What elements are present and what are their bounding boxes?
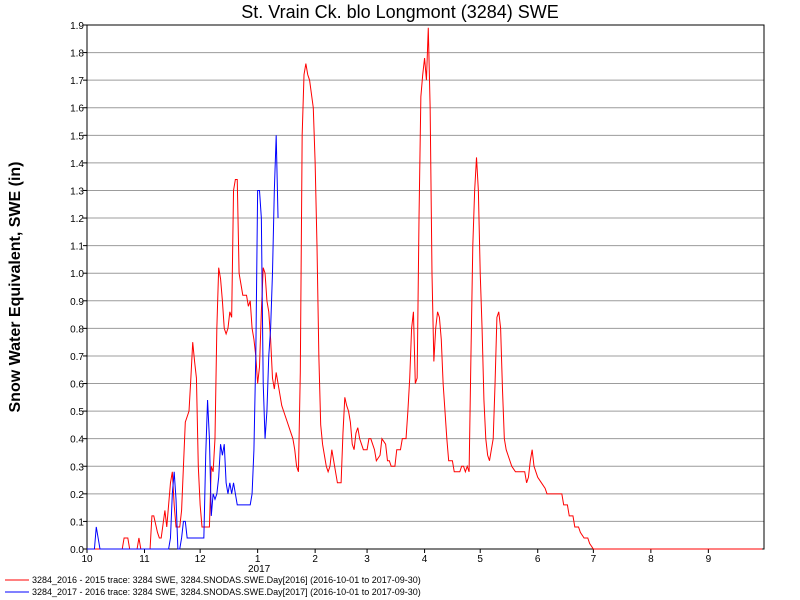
x-axis: 10 11 12 1 2 3 4 5 6 7 8 9 <box>81 549 712 565</box>
x-tick-label: 10 <box>81 554 93 565</box>
x-tick-label: 1 <box>255 554 261 565</box>
y-tick-label: 1.7 <box>70 76 84 87</box>
y-tick-label: 1.4 <box>70 159 84 170</box>
y-tick-label: 0.9 <box>70 297 84 308</box>
y-tick-label: 0.8 <box>70 324 84 335</box>
x-tick-label: 2 <box>312 554 318 565</box>
x-tick-label: 5 <box>477 554 483 565</box>
x-tick-label: 8 <box>648 554 654 565</box>
y-tick-label: 0.2 <box>70 490 84 501</box>
y-tick-label: 1.1 <box>70 242 84 253</box>
series-line-1 <box>87 27 763 550</box>
y-tick-label: 0.0 <box>70 545 84 556</box>
y-tick-label: 1.8 <box>70 49 84 60</box>
series-line-2 <box>87 135 279 550</box>
y-tick-label: 0.1 <box>70 517 84 528</box>
x-tick-label: 3 <box>364 554 370 565</box>
plot-frame <box>86 24 765 550</box>
y-tick-label: 0.6 <box>70 380 84 391</box>
x-tick-label: 11 <box>139 554 150 565</box>
y-tick-label: 1.3 <box>70 186 84 197</box>
legend: 3284_2016 - 2015 trace: 3284 SWE, 3284.S… <box>5 575 421 597</box>
y-tick-label: 0.5 <box>70 407 84 418</box>
legend-label-2: 3284_2017 - 2016 trace: 3284 SWE, 3284.S… <box>32 587 421 597</box>
x-tick-label: 9 <box>706 554 712 565</box>
y-tick-label: 0.7 <box>70 352 84 363</box>
grid <box>87 24 764 522</box>
series-group <box>87 27 763 550</box>
y-tick-label: 1.9 <box>70 21 84 32</box>
x-axis-year-label: 2017 <box>248 564 271 575</box>
y-tick-label: 1.6 <box>70 104 84 115</box>
chart-title: St. Vrain Ck. blo Longmont (3284) SWE <box>241 2 558 22</box>
legend-label-1: 3284_2016 - 2015 trace: 3284 SWE, 3284.S… <box>32 575 421 585</box>
y-tick-label: 1.5 <box>70 131 84 142</box>
y-axis: 0.0 0.1 0.2 0.3 0.4 0.5 0.6 0.7 0.8 0.9 1.0 1.1 1.2 1… <box>70 21 87 556</box>
y-axis-label: Snow Water Equivalent, SWE (in) <box>7 162 24 413</box>
y-tick-label: 1.2 <box>70 214 84 225</box>
y-tick-label: 1.0 <box>70 269 84 280</box>
x-tick-label: 12 <box>195 554 207 565</box>
x-tick-label: 4 <box>422 554 428 565</box>
x-tick-label: 6 <box>535 554 541 565</box>
y-tick-label: 0.4 <box>70 435 84 446</box>
y-tick-label: 0.3 <box>70 462 84 473</box>
x-tick-label: 7 <box>591 554 597 565</box>
